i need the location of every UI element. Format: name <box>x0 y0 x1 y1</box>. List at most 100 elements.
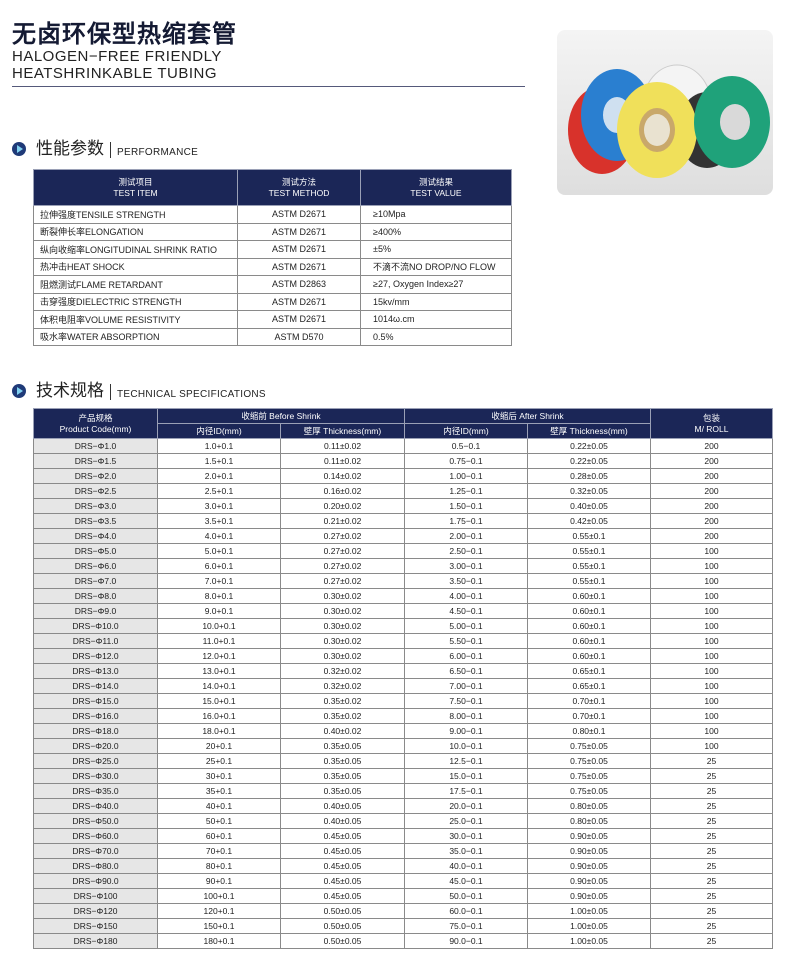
product-code-cell: DRS−Φ60.0 <box>33 828 158 844</box>
before-thickness-cell: 0.11±0.02 <box>280 453 405 469</box>
after-thickness-cell: 0.75±0.05 <box>527 783 651 799</box>
before-id-cell: 100+0.1 <box>157 888 281 904</box>
product-code-cell: DRS−Φ1.5 <box>33 453 158 469</box>
before-id-cell: 7.0+0.1 <box>157 573 281 589</box>
before-thickness-cell: 0.30±0.02 <box>280 633 405 649</box>
col-group-before-shrink: 收缩前 Before Shrink <box>157 408 405 424</box>
table-row: 断裂伸长率ELONGATION ASTM D2671 ≥400% <box>33 222 512 241</box>
product-code-cell: DRS−Φ14.0 <box>33 678 158 694</box>
header-cn: 产品规格 <box>78 412 113 423</box>
before-id-cell: 120+0.1 <box>157 903 281 919</box>
test-item-cell: 阻燃测试FLAME RETARDANT <box>33 275 238 294</box>
before-id-cell: 60+0.1 <box>157 828 281 844</box>
after-thickness-cell: 0.60±0.1 <box>527 648 651 664</box>
before-id-cell: 18.0+0.1 <box>157 723 281 739</box>
before-id-cell: 16.0+0.1 <box>157 708 281 724</box>
after-thickness-cell: 0.22±0.05 <box>527 453 651 469</box>
test-method-cell: ASTM D2671 <box>237 240 361 259</box>
table-row: DRS−Φ35.0 35+0.1 0.35±0.05 17.5−0.1 0.75±0.0… <box>33 783 773 799</box>
table-row: DRS−Φ3.5 3.5+0.1 0.21±0.02 1.75−0.1 0.42±0.0… <box>33 513 773 529</box>
page-title-en-line2: HEATSHRINKABLE TUBING <box>12 65 217 82</box>
table-row: 体积电阻率VOLUME RESISTIVITY ASTM D2671 1014ω.c… <box>33 310 512 329</box>
before-thickness-cell: 0.30±0.02 <box>280 648 405 664</box>
specifications-table: 产品规格 Product Code(mm) 收缩前 Before Shrink 收… <box>33 408 773 949</box>
table-row: DRS−Φ10.0 10.0+0.1 0.30±0.02 5.00−0.1 0.60±0… <box>33 618 773 634</box>
after-id-cell: 6.50−0.1 <box>404 663 528 679</box>
after-thickness-cell: 0.90±0.05 <box>527 873 651 889</box>
after-id-cell: 60.0−0.1 <box>404 903 528 919</box>
product-code-cell: DRS−Φ12.0 <box>33 648 158 664</box>
before-thickness-cell: 0.40±0.05 <box>280 798 405 814</box>
product-code-cell: DRS−Φ2.0 <box>33 468 158 484</box>
after-thickness-cell: 1.00±0.05 <box>527 933 651 949</box>
header-en: TEST VALUE <box>410 187 462 198</box>
test-item-cell: 吸水率WATER ABSORPTION <box>33 327 238 346</box>
product-code-cell: DRS−Φ9.0 <box>33 603 158 619</box>
table-row: DRS−Φ4.0 4.0+0.1 0.27±0.02 2.00−0.1 0.55±0.1… <box>33 528 773 544</box>
before-thickness-cell: 0.35±0.05 <box>280 783 405 799</box>
performance-table: 测试项目 TEST ITEM 测试方法 TEST METHOD 测试结果 TEST V… <box>33 169 512 346</box>
table-row: DRS−Φ3.0 3.0+0.1 0.20±0.02 1.50−0.1 0.40±0.0… <box>33 498 773 514</box>
before-id-cell: 12.0+0.1 <box>157 648 281 664</box>
page-title-cn: 无卤环保型热缩套管 <box>12 21 237 48</box>
packing-cell: 25 <box>650 888 773 904</box>
header-cn: 测试结果 <box>418 176 453 187</box>
after-thickness-cell: 0.90±0.05 <box>527 828 651 844</box>
before-id-cell: 5.0+0.1 <box>157 543 281 559</box>
packing-cell: 25 <box>650 813 773 829</box>
before-thickness-cell: 0.40±0.02 <box>280 723 405 739</box>
before-thickness-cell: 0.35±0.05 <box>280 738 405 754</box>
after-thickness-cell: 0.55±0.1 <box>527 543 651 559</box>
product-code-cell: DRS−Φ6.0 <box>33 558 158 574</box>
before-id-cell: 70+0.1 <box>157 843 281 859</box>
before-id-cell: 1.5+0.1 <box>157 453 281 469</box>
test-value-cell: 15kv/mm <box>360 292 512 311</box>
before-id-cell: 10.0+0.1 <box>157 618 281 634</box>
packing-cell: 25 <box>650 753 773 769</box>
after-id-cell: 75.0−0.1 <box>404 918 528 934</box>
divider <box>110 142 111 158</box>
table-row: DRS−Φ2.5 2.5+0.1 0.16±0.02 1.25−0.1 0.32±0.0… <box>33 483 773 499</box>
packing-cell: 25 <box>650 858 773 874</box>
arrow-bullet-icon <box>12 384 26 398</box>
test-item-cell: 击穿强度DIELECTRIC STRENGTH <box>33 292 238 311</box>
packing-cell: 25 <box>650 873 773 889</box>
test-value-cell: ≥400% <box>360 222 512 241</box>
table-row: DRS−Φ9.0 9.0+0.1 0.30±0.02 4.50−0.1 0.60±0.1… <box>33 603 773 619</box>
before-thickness-cell: 0.50±0.05 <box>280 903 405 919</box>
before-thickness-cell: 0.11±0.02 <box>280 438 405 454</box>
after-id-cell: 5.50−0.1 <box>404 633 528 649</box>
before-id-cell: 3.5+0.1 <box>157 513 281 529</box>
after-thickness-cell: 0.60±0.1 <box>527 588 651 604</box>
after-thickness-cell: 0.90±0.05 <box>527 843 651 859</box>
test-value-cell: 不滴不流NO DROP/NO FLOW <box>360 257 512 276</box>
page-title-en-line1: HALOGEN−FREE FRIENDLY <box>12 48 222 65</box>
table-row: DRS−Φ7.0 7.0+0.1 0.27±0.02 3.50−0.1 0.55±0.1… <box>33 573 773 589</box>
packing-cell: 100 <box>650 723 773 739</box>
table-row: 热冲击HEAT SHOCK ASTM D2671 不滴不流NO DROP/NO FL… <box>33 257 512 276</box>
table-row: DRS−Φ2.0 2.0+0.1 0.14±0.02 1.00−0.1 0.28±0.0… <box>33 468 773 484</box>
before-thickness-cell: 0.45±0.05 <box>280 858 405 874</box>
product-code-cell: DRS−Φ20.0 <box>33 738 158 754</box>
after-id-cell: 20.0−0.1 <box>404 798 528 814</box>
product-code-cell: DRS−Φ150 <box>33 918 158 934</box>
after-id-cell: 1.00−0.1 <box>404 468 528 484</box>
test-method-cell: ASTM D2671 <box>237 292 361 311</box>
header-cn: 测试方法 <box>281 176 316 187</box>
before-thickness-cell: 0.30±0.02 <box>280 588 405 604</box>
before-id-cell: 35+0.1 <box>157 783 281 799</box>
col-after-id: 内径ID(mm) <box>404 423 528 439</box>
product-code-cell: DRS−Φ180 <box>33 933 158 949</box>
col-packing: 包装 M/ ROLL <box>650 408 773 439</box>
packing-cell: 200 <box>650 468 773 484</box>
after-id-cell: 1.75−0.1 <box>404 513 528 529</box>
after-thickness-cell: 0.22±0.05 <box>527 438 651 454</box>
table-row: 拉伸强度TENSILE STRENGTH ASTM D2671 ≥10Mpa <box>33 205 512 224</box>
test-method-cell: ASTM D2671 <box>237 310 361 329</box>
after-thickness-cell: 0.60±0.1 <box>527 618 651 634</box>
packing-cell: 200 <box>650 483 773 499</box>
test-value-cell: 1014ω.cm <box>360 310 512 329</box>
packing-cell: 200 <box>650 453 773 469</box>
after-thickness-cell: 0.65±0.1 <box>527 663 651 679</box>
header-en: TEST ITEM <box>113 187 158 198</box>
